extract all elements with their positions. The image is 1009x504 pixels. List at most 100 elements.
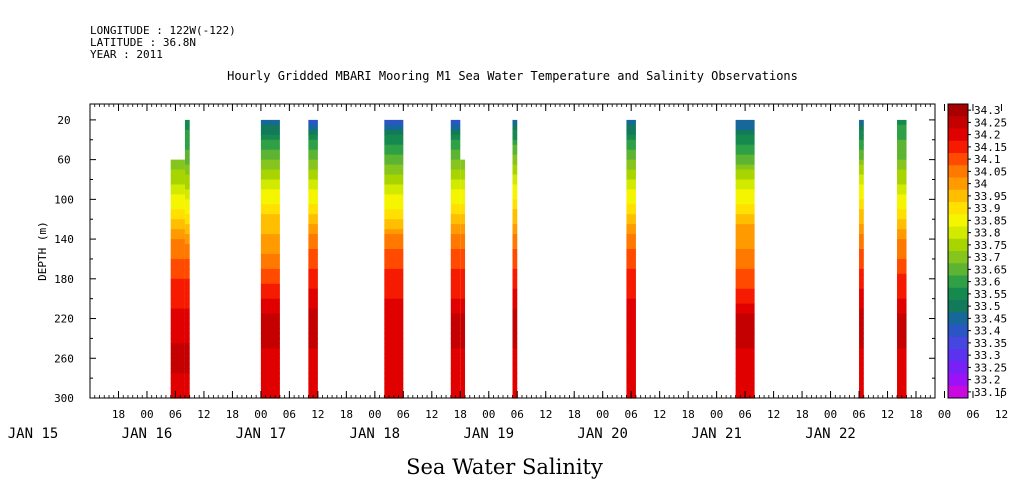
x-hour-label: 00 (368, 408, 381, 421)
salinity-cell (626, 209, 636, 215)
salinity-cell (460, 273, 466, 280)
salinity-cell (897, 328, 907, 335)
salinity-cell (512, 129, 518, 136)
observation-window (859, 119, 864, 399)
salinity-cell (170, 219, 185, 225)
salinity-cell (626, 124, 636, 131)
salinity-cell (184, 328, 190, 335)
salinity-cell (308, 214, 318, 220)
x-hour-label: 12 (425, 408, 438, 421)
salinity-cell (859, 283, 864, 290)
salinity-cell (170, 293, 185, 300)
salinity-cell (384, 358, 404, 364)
salinity-cell (859, 333, 864, 340)
salinity-cell (626, 288, 636, 295)
salinity-cell (260, 253, 280, 260)
salinity-cell (512, 159, 518, 166)
salinity-cell (260, 219, 280, 225)
salinity-cell (450, 293, 461, 300)
salinity-cell (308, 383, 318, 389)
salinity-cell (626, 328, 636, 335)
salinity-cell (170, 204, 185, 210)
salinity-cell (512, 134, 518, 141)
salinity-cell (450, 278, 461, 285)
salinity-cell (184, 353, 190, 359)
salinity-cell (450, 179, 461, 186)
salinity-cell (735, 273, 755, 280)
salinity-cell (450, 219, 461, 225)
salinity-cell (384, 119, 404, 126)
salinity-cell (170, 278, 185, 285)
salinity-cell (735, 179, 755, 186)
x-hour-label: 12 (311, 408, 324, 421)
salinity-cell (184, 209, 190, 215)
salinity-cell (897, 179, 907, 186)
salinity-cell (626, 194, 636, 200)
salinity-cell (626, 343, 636, 349)
salinity-cell (260, 214, 280, 220)
salinity-cell (859, 149, 864, 156)
salinity-cell (859, 323, 864, 330)
y-tick-label: 100 (54, 193, 74, 206)
salinity-cell (384, 204, 404, 210)
salinity-cell (859, 144, 864, 151)
x-hour-label: 18 (226, 408, 239, 421)
salinity-cell (384, 283, 404, 290)
salinity-cell (384, 189, 404, 195)
salinity-cell (859, 224, 864, 230)
x-hour-label: 18 (909, 408, 922, 421)
salinity-cell (626, 164, 636, 171)
salinity-cell (897, 368, 907, 374)
salinity-cell (184, 253, 190, 260)
salinity-cell (626, 278, 636, 285)
salinity-cell (460, 234, 466, 240)
salinity-cell (626, 318, 636, 325)
salinity-cell (512, 239, 518, 245)
salinity-cell (450, 194, 461, 200)
salinity-cell (308, 134, 318, 141)
x-hour-label: 12 (881, 408, 894, 421)
salinity-cell (897, 298, 907, 305)
salinity-cell (735, 268, 755, 275)
salinity-cell (184, 268, 190, 275)
salinity-cell (859, 313, 864, 320)
colorbar-swatch (948, 140, 968, 154)
salinity-cell (512, 144, 518, 151)
salinity-cell (735, 244, 755, 250)
salinity-cell (450, 353, 461, 359)
salinity-cell (626, 234, 636, 240)
x-hour-label: 12 (653, 408, 666, 421)
salinity-cell (512, 328, 518, 335)
salinity-cell (184, 219, 190, 225)
salinity-cell (897, 388, 907, 394)
salinity-cell (460, 159, 466, 166)
salinity-cell (460, 353, 466, 359)
colorbar-label: 33.8 (974, 227, 1001, 240)
colorbar-label: 33.4 (974, 325, 1001, 338)
salinity-cell (859, 214, 864, 220)
salinity-cell (626, 199, 636, 205)
x-hour-label: 18 (112, 408, 125, 421)
salinity-cell (184, 169, 190, 176)
salinity-cell (859, 204, 864, 210)
colorbar-label: 34.2 (974, 129, 1001, 142)
salinity-cell (735, 348, 755, 354)
salinity-cell (512, 253, 518, 260)
salinity-cell (859, 363, 864, 369)
x-day-label: JAN 19 (463, 426, 514, 442)
salinity-cell (460, 169, 466, 176)
salinity-cell (460, 393, 466, 399)
salinity-cell (184, 154, 190, 161)
salinity-cell (384, 214, 404, 220)
salinity-cell (735, 154, 755, 161)
salinity-cell (735, 293, 755, 300)
salinity-cell (859, 278, 864, 285)
salinity-cell (512, 343, 518, 349)
salinity-cell (460, 189, 466, 195)
salinity-cell (460, 253, 466, 260)
salinity-cell (384, 293, 404, 300)
salinity-cell (260, 278, 280, 285)
salinity-cell (859, 348, 864, 354)
colorbar-swatch (948, 116, 968, 129)
salinity-cell (859, 298, 864, 305)
